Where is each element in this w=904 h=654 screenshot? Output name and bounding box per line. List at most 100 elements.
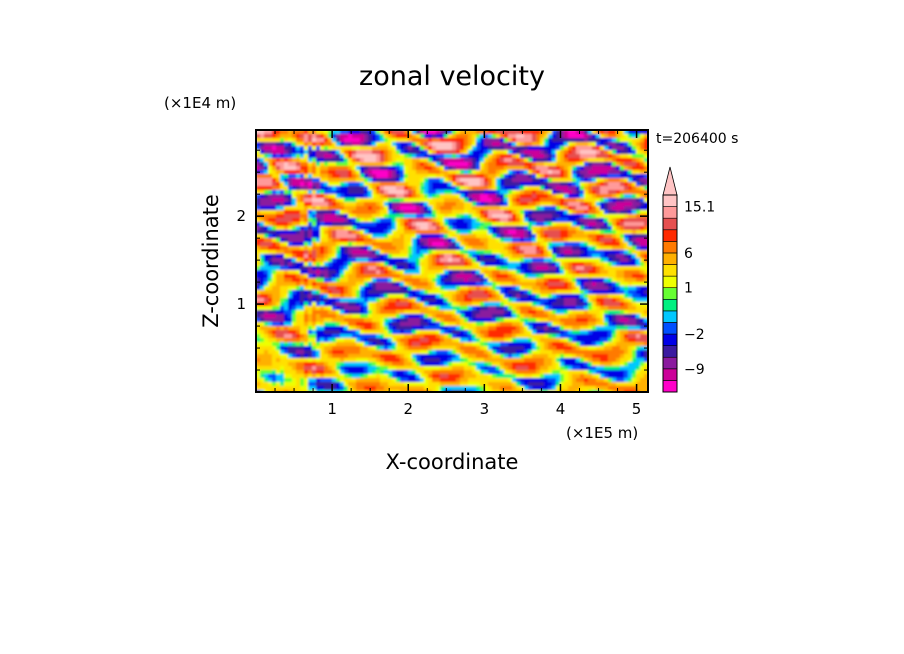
heatmap-cell bbox=[316, 278, 321, 283]
heatmap-cell bbox=[452, 130, 457, 135]
heatmap-cell bbox=[416, 170, 421, 175]
heatmap-cell bbox=[368, 318, 373, 323]
heatmap-cell bbox=[384, 182, 389, 187]
heatmap-cell bbox=[408, 250, 413, 255]
heatmap-cell bbox=[544, 270, 549, 275]
heatmap-cell bbox=[416, 162, 421, 167]
heatmap-cell bbox=[348, 330, 353, 335]
heatmap-cell bbox=[644, 310, 648, 315]
heatmap-cell bbox=[596, 218, 601, 223]
heatmap-cell bbox=[308, 278, 313, 283]
heatmap-cell bbox=[400, 218, 405, 223]
heatmap-cell bbox=[356, 190, 361, 195]
heatmap-cell bbox=[612, 214, 617, 219]
heatmap-cell bbox=[332, 270, 337, 275]
heatmap-cell bbox=[408, 190, 413, 195]
heatmap-cell bbox=[276, 218, 281, 223]
heatmap-cell bbox=[504, 238, 509, 243]
heatmap-cell bbox=[540, 250, 545, 255]
heatmap-cell bbox=[496, 178, 501, 183]
heatmap-cell bbox=[424, 214, 429, 219]
heatmap-cell bbox=[500, 190, 505, 195]
heatmap-cell bbox=[324, 218, 329, 223]
heatmap-cell bbox=[624, 194, 629, 199]
heatmap-cell bbox=[424, 190, 429, 195]
heatmap-cell bbox=[328, 158, 333, 163]
heatmap-cell bbox=[336, 174, 341, 179]
heatmap-cell bbox=[568, 314, 573, 319]
heatmap-cell bbox=[260, 174, 265, 179]
heatmap-cell bbox=[372, 138, 377, 143]
heatmap-cell bbox=[436, 146, 441, 151]
heatmap-cell bbox=[436, 238, 441, 243]
heatmap-cell bbox=[568, 190, 573, 195]
heatmap-cell bbox=[316, 178, 321, 183]
heatmap-cell bbox=[504, 318, 509, 323]
heatmap-cell bbox=[484, 138, 489, 143]
heatmap-cell bbox=[608, 194, 613, 199]
heatmap-cell bbox=[280, 330, 285, 335]
heatmap-cell bbox=[400, 226, 405, 231]
heatmap-cell bbox=[592, 170, 597, 175]
heatmap-cell bbox=[336, 226, 341, 231]
heatmap-cell bbox=[424, 178, 429, 183]
heatmap-cell bbox=[332, 302, 337, 307]
heatmap-cell bbox=[596, 310, 601, 315]
heatmap-cell bbox=[392, 318, 397, 323]
heatmap-cell bbox=[440, 190, 445, 195]
heatmap-cell bbox=[600, 242, 605, 247]
heatmap-cell bbox=[572, 230, 577, 235]
heatmap-cell bbox=[516, 246, 521, 251]
heatmap-cell bbox=[348, 166, 353, 171]
heatmap-cell bbox=[508, 154, 513, 159]
heatmap-cell bbox=[468, 242, 473, 247]
heatmap-cell bbox=[264, 266, 269, 271]
heatmap-cell bbox=[636, 198, 641, 203]
heatmap-cell bbox=[368, 206, 373, 211]
heatmap-cell bbox=[468, 234, 473, 239]
heatmap-cell bbox=[420, 250, 425, 255]
heatmap-cell bbox=[644, 286, 648, 291]
heatmap-cell bbox=[392, 202, 397, 207]
heatmap-cell bbox=[484, 254, 489, 259]
heatmap-cell bbox=[556, 302, 561, 307]
heatmap-cell bbox=[352, 258, 357, 263]
heatmap-cell bbox=[612, 158, 617, 163]
heatmap-cell bbox=[312, 266, 317, 271]
heatmap-cell bbox=[544, 190, 549, 195]
heatmap-cell bbox=[600, 266, 605, 271]
heatmap-cell bbox=[600, 178, 605, 183]
heatmap-cell bbox=[612, 254, 617, 259]
heatmap-cell bbox=[556, 278, 561, 283]
heatmap-cell bbox=[328, 298, 333, 303]
heatmap-cell bbox=[488, 314, 493, 319]
heatmap-cell bbox=[332, 290, 337, 295]
heatmap-cell bbox=[388, 162, 393, 167]
heatmap-cell bbox=[636, 262, 641, 267]
heatmap-cell bbox=[592, 214, 597, 219]
heatmap-cell bbox=[416, 330, 421, 335]
heatmap-cell bbox=[384, 314, 389, 319]
heatmap-cell bbox=[580, 178, 585, 183]
heatmap-cell bbox=[512, 242, 517, 247]
heatmap-cell bbox=[340, 274, 345, 279]
heatmap-cell bbox=[304, 298, 309, 303]
heatmap-cell bbox=[496, 302, 501, 307]
heatmap-cell bbox=[604, 138, 609, 143]
heatmap-cell bbox=[356, 138, 361, 143]
heatmap-cell bbox=[368, 322, 373, 327]
heatmap-cell bbox=[548, 138, 553, 143]
heatmap-cell bbox=[560, 158, 565, 163]
heatmap-cell bbox=[256, 230, 261, 235]
heatmap-cell bbox=[624, 270, 629, 275]
heatmap-cell bbox=[336, 158, 341, 163]
heatmap-cell bbox=[380, 238, 385, 243]
heatmap-cell bbox=[452, 134, 457, 139]
heatmap-cell bbox=[456, 326, 461, 331]
heatmap-cell bbox=[624, 154, 629, 159]
heatmap-cell bbox=[532, 310, 537, 315]
heatmap-cell bbox=[340, 198, 345, 203]
heatmap-cell bbox=[268, 290, 273, 295]
heatmap-cell bbox=[396, 282, 401, 287]
heatmap-cell bbox=[376, 166, 381, 171]
